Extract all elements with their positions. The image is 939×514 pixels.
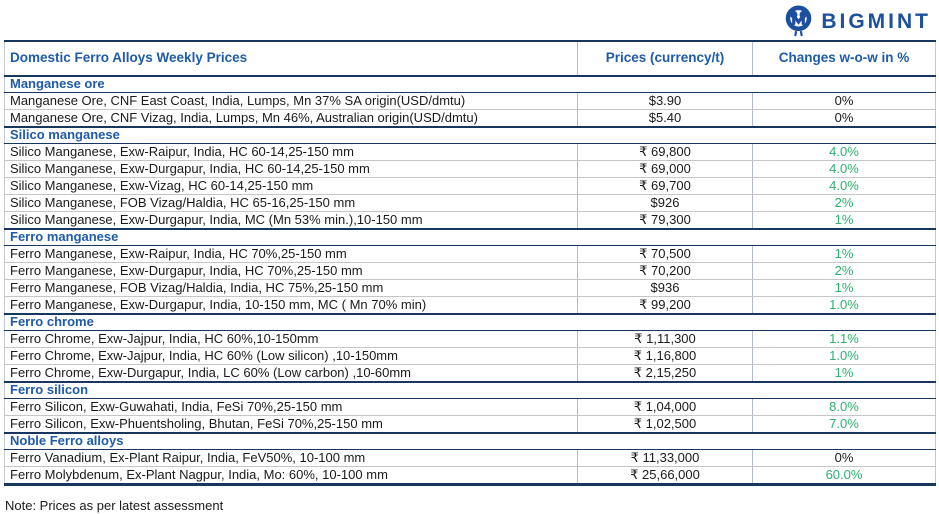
change-value: 0% [752,449,936,467]
change-value: 2% [752,262,936,280]
price-value: ₹ 25,66,000 [577,466,753,486]
price-value: ₹ 11,33,000 [577,449,753,467]
commodity-description: Ferro Chrome, Exw-Jajpur, India, HC 60% … [4,347,578,365]
section-header-row: Ferro silicon [4,381,936,399]
commodity-description: Manganese Ore, CNF Vizag, India, Lumps, … [4,109,578,128]
price-value: ₹ 79,300 [577,211,753,230]
commodity-description: Ferro Manganese, Exw-Durgapur, India, HC… [4,262,578,280]
section-header-row: Noble Ferro alloys [4,432,936,450]
section-header-row: Ferro manganese [4,228,936,246]
change-value: 2% [752,194,936,212]
price-value: ₹ 70,500 [577,245,753,263]
commodity-description: Ferro Silicon, Exw-Phuentsholing, Bhutan… [4,415,578,434]
table-row: Ferro Manganese, FOB Vizag/Haldia, India… [4,279,936,297]
price-value: ₹ 99,200 [577,296,753,315]
footnote: Note: Prices as per latest assessment [5,498,224,513]
price-value: ₹ 1,04,000 [577,398,753,416]
commodity-description: Silico Manganese, Exw-Durgapur, India, H… [4,160,578,178]
table-row: Ferro Chrome, Exw-Jajpur, India, HC 60% … [4,347,936,365]
price-value: ₹ 1,11,300 [577,330,753,348]
commodity-description: Ferro Manganese, Exw-Durgapur, India, 10… [4,296,578,315]
price-column-header: Prices (currency/t) [577,40,753,77]
price-value: ₹ 1,02,500 [577,415,753,434]
commodity-description: Ferro Manganese, Exw-Raipur, India, HC 7… [4,245,578,263]
section-label: Ferro silicon [4,381,936,399]
table-row: Ferro Molybdenum, Ex-Plant Nagpur, India… [4,466,936,486]
commodity-description: Ferro Silicon, Exw-Guwahati, India, FeSi… [4,398,578,416]
section-header-row: Ferro chrome [4,313,936,331]
change-value: 1% [752,245,936,263]
section-header-row: Silico manganese [4,126,936,144]
brand-wordmark: BIGMINT [821,9,931,33]
price-value: $936 [577,279,753,297]
table-row: Ferro Manganese, Exw-Raipur, India, HC 7… [4,245,936,263]
table-row: Silico Manganese, FOB Vizag/Haldia, HC 6… [4,194,936,212]
change-value: 0% [752,92,936,110]
commodity-description: Manganese Ore, CNF East Coast, India, Lu… [4,92,578,110]
commodity-description: Silico Manganese, Exw-Durgapur, India, M… [4,211,578,230]
price-value: ₹ 69,700 [577,177,753,195]
change-value: 1% [752,364,936,383]
price-value: $3.90 [577,92,753,110]
prices-table-container: Domestic Ferro Alloys Weekly Prices Pric… [4,40,936,486]
table-row: Ferro Silicon, Exw-Guwahati, India, FeSi… [4,398,936,416]
change-value: 1% [752,211,936,230]
change-column-header: Changes w-o-w in % [752,40,936,77]
change-value: 1% [752,279,936,297]
change-value: 4.0% [752,177,936,195]
section-label: Ferro manganese [4,228,936,246]
table-row: Silico Manganese, Exw-Durgapur, India, H… [4,160,936,178]
table-row: Ferro Chrome, Exw-Durgapur, India, LC 60… [4,364,936,383]
commodity-description: Silico Manganese, Exw-Raipur, India, HC … [4,143,578,161]
change-value: 60.0% [752,466,936,486]
change-value: 8.0% [752,398,936,416]
change-value: 0% [752,109,936,128]
table-row: Ferro Silicon, Exw-Phuentsholing, Bhutan… [4,415,936,434]
change-value: 1.0% [752,296,936,315]
price-value: $926 [577,194,753,212]
section-label: Silico manganese [4,126,936,144]
price-value: ₹ 69,000 [577,160,753,178]
brand-header: BIGMINT [783,4,931,39]
change-value: 7.0% [752,415,936,434]
commodity-description: Ferro Chrome, Exw-Durgapur, India, LC 60… [4,364,578,383]
price-value: ₹ 69,800 [577,143,753,161]
commodity-description: Ferro Vanadium, Ex-Plant Raipur, India, … [4,449,578,467]
table-row: Silico Manganese, Exw-Vizag, HC 60-14,25… [4,177,936,195]
price-value: $5.40 [577,109,753,128]
table-row: Manganese Ore, CNF Vizag, India, Lumps, … [4,109,936,128]
table-title: Domestic Ferro Alloys Weekly Prices [4,40,578,77]
ferro-alloys-price-table: Domestic Ferro Alloys Weekly Prices Pric… [4,40,936,486]
section-label: Manganese ore [4,75,936,93]
bigmint-logo-icon [783,4,814,39]
table-row: Silico Manganese, Exw-Raipur, India, HC … [4,143,936,161]
table-row: Ferro Chrome, Exw-Jajpur, India, HC 60%,… [4,330,936,348]
price-value: ₹ 70,200 [577,262,753,280]
change-value: 1.0% [752,347,936,365]
price-value: ₹ 2,15,250 [577,364,753,383]
commodity-description: Silico Manganese, FOB Vizag/Haldia, HC 6… [4,194,578,212]
price-value: ₹ 1,16,800 [577,347,753,365]
section-header-row: Manganese ore [4,75,936,93]
commodity-description: Silico Manganese, Exw-Vizag, HC 60-14,25… [4,177,578,195]
table-header-row: Domestic Ferro Alloys Weekly Prices Pric… [4,40,936,77]
table-row: Silico Manganese, Exw-Durgapur, India, M… [4,211,936,230]
commodity-description: Ferro Manganese, FOB Vizag/Haldia, India… [4,279,578,297]
table-row: Manganese Ore, CNF East Coast, India, Lu… [4,92,936,110]
table-row: Ferro Manganese, Exw-Durgapur, India, 10… [4,296,936,315]
table-row: Ferro Manganese, Exw-Durgapur, India, HC… [4,262,936,280]
change-value: 1.1% [752,330,936,348]
change-value: 4.0% [752,143,936,161]
change-value: 4.0% [752,160,936,178]
section-label: Noble Ferro alloys [4,432,936,450]
commodity-description: Ferro Molybdenum, Ex-Plant Nagpur, India… [4,466,578,486]
table-row: Ferro Vanadium, Ex-Plant Raipur, India, … [4,449,936,467]
section-label: Ferro chrome [4,313,936,331]
commodity-description: Ferro Chrome, Exw-Jajpur, India, HC 60%,… [4,330,578,348]
